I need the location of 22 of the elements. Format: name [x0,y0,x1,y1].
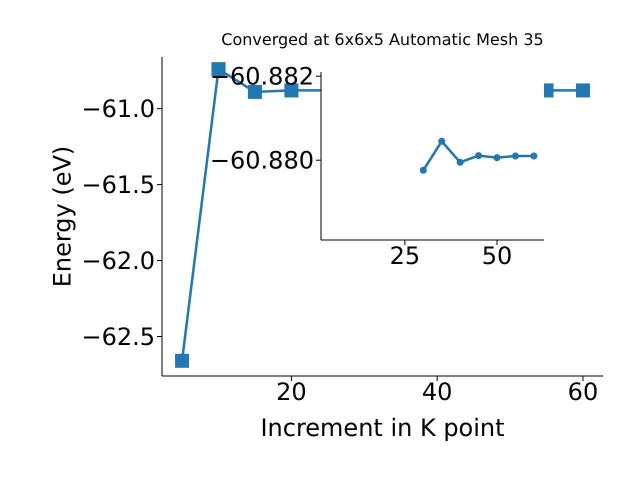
point [576,83,590,98]
x-tick-label: 20 [276,378,307,406]
point [512,152,519,160]
x-axis-title: Increment in K point [260,414,505,442]
y-tick-label: −60.880 [210,146,314,175]
point [438,138,446,145]
y-tick-label: −62.5 [81,323,155,352]
x-tick-label: 50 [482,242,512,270]
point [494,154,501,162]
point [475,152,482,160]
point [456,158,464,166]
y-tick-label: −62.0 [81,247,155,276]
y-axis-title: Energy (eV) [48,146,77,288]
point [175,354,190,368]
chart-title: Converged at 6x6x5 Automatic Mesh 35 [220,30,545,49]
x-tick-label: 40 [422,378,452,406]
y-tick-label: −61.5 [81,171,155,200]
point [420,166,427,174]
y-tick-label: −61.0 [81,95,155,124]
point [530,152,538,160]
x-tick-label: 60 [568,378,598,406]
x-tick-label: 25 [390,242,420,270]
